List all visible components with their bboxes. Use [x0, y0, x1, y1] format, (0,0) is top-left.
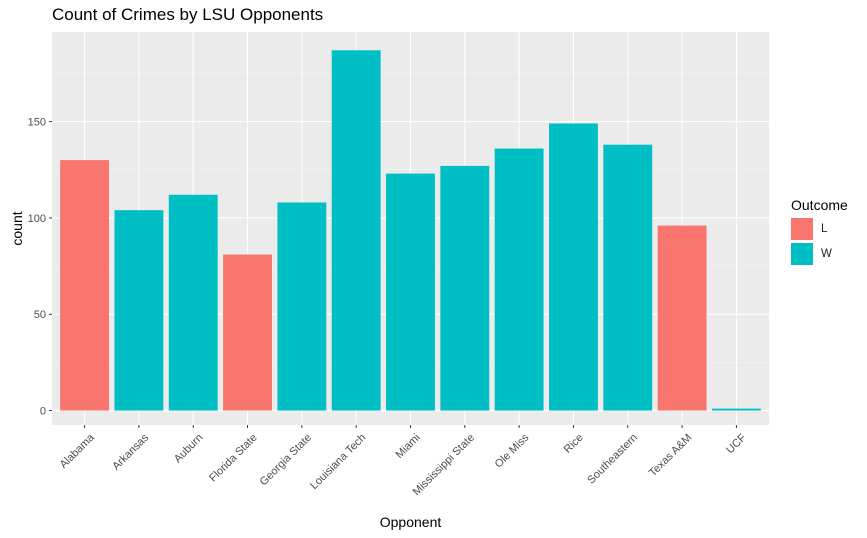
bar — [549, 123, 598, 411]
bar — [168, 194, 218, 411]
y-tick-label: 150 — [28, 117, 46, 129]
legend-key-l — [791, 217, 813, 240]
x-tick-label: UCF — [724, 432, 749, 457]
bar — [386, 173, 435, 411]
x-tick-label: Georgia State — [258, 432, 314, 488]
legend-label-w: W — [821, 247, 832, 260]
legend: Outcome L W — [791, 197, 848, 266]
x-tick-label: Ole Miss — [493, 431, 532, 470]
bar — [494, 148, 544, 411]
y-tick-label: 0 — [40, 406, 46, 418]
chart-title: Count of Crimes by LSU Opponents — [52, 5, 324, 24]
x-tick-label: Southeastern — [585, 432, 640, 487]
legend-item-w: W — [791, 241, 848, 266]
x-tick-label: Arkansas — [110, 431, 151, 472]
bar — [440, 165, 490, 411]
y-tick-label: 50 — [34, 309, 46, 321]
x-tick-label: Texas A&M — [647, 432, 694, 479]
bar — [657, 225, 707, 411]
y-axis-title: count — [9, 211, 25, 245]
bar — [277, 202, 327, 411]
bar — [711, 408, 761, 411]
x-tick-label: Rice — [562, 432, 586, 456]
bar — [331, 50, 381, 411]
legend-label-l: L — [821, 222, 828, 235]
legend-key-w — [791, 242, 813, 265]
legend-title: Outcome — [791, 197, 848, 213]
bar — [114, 210, 164, 411]
legend-item-l: L — [791, 216, 848, 241]
bar — [60, 160, 110, 411]
x-tick-label: Florida State — [207, 432, 260, 485]
y-tick-label: 100 — [28, 213, 46, 225]
x-tick-label: Auburn — [172, 432, 206, 466]
x-tick-label: Miami — [393, 432, 422, 461]
bar — [603, 144, 653, 411]
x-tick-label: Louisiana Tech — [308, 432, 368, 492]
bar — [223, 254, 272, 411]
x-tick-label: Alabama — [58, 431, 98, 471]
x-axis-title: Opponent — [380, 514, 442, 530]
